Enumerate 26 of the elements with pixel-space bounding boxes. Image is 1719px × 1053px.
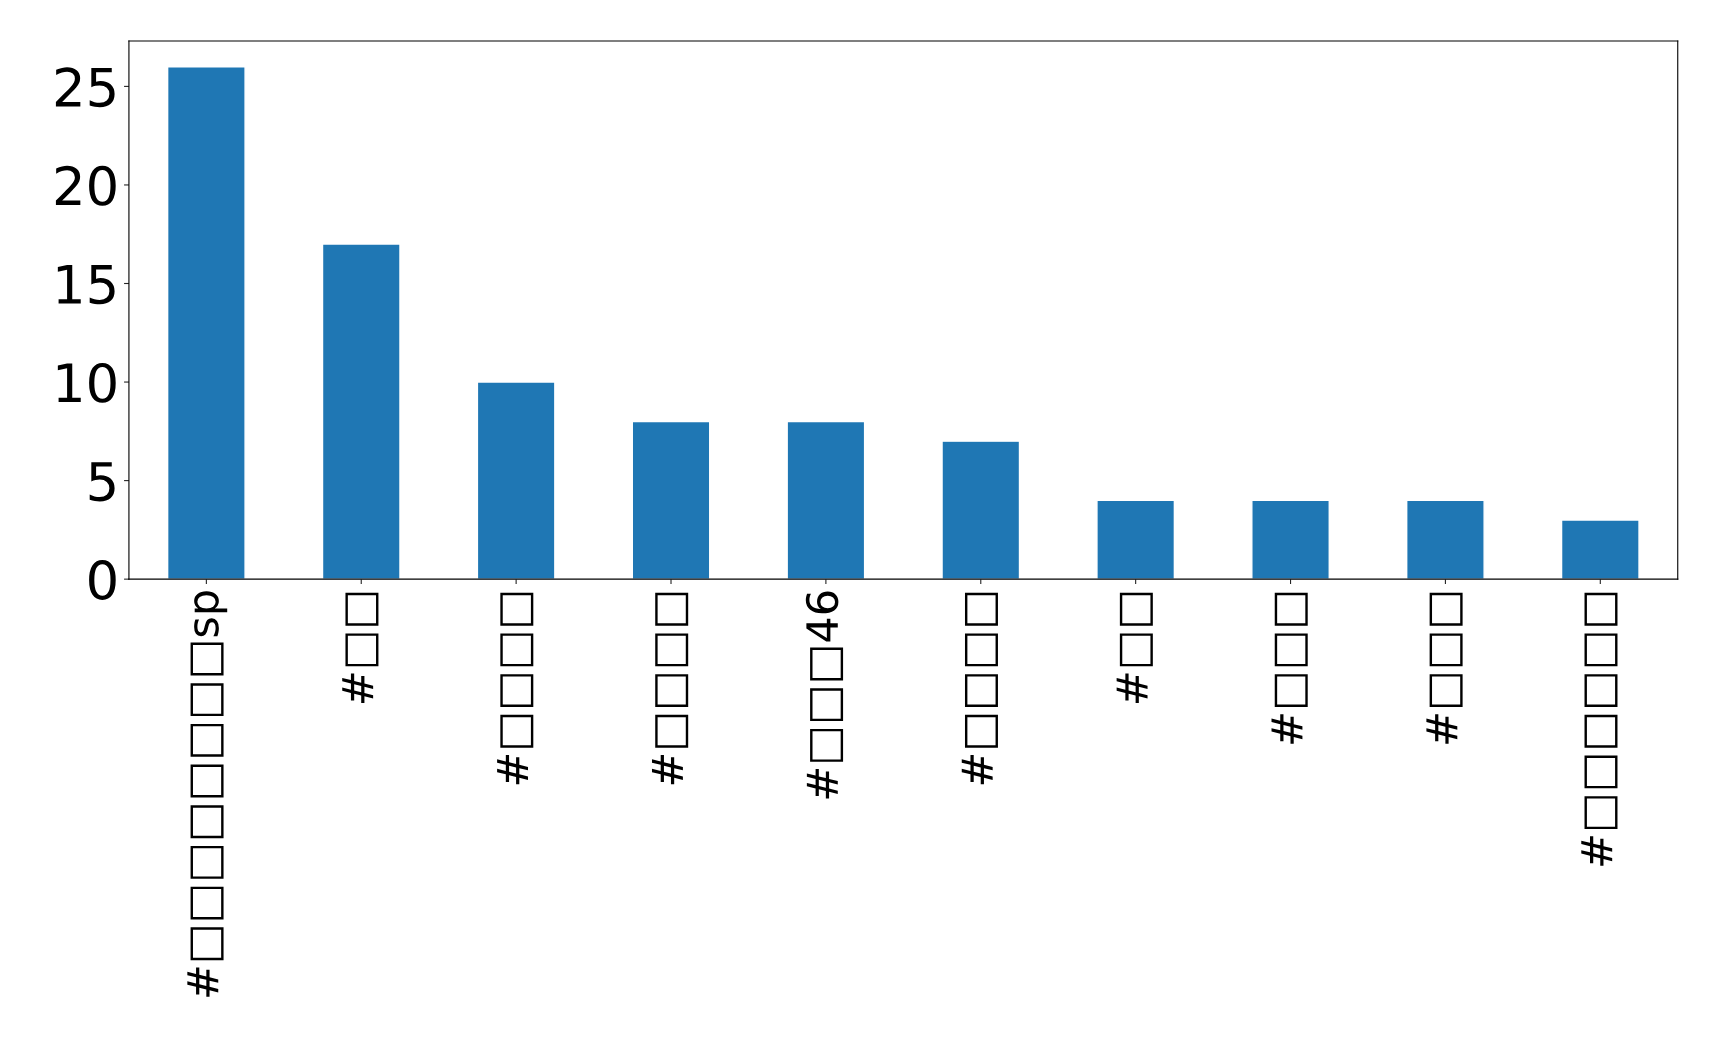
bar bbox=[1251, 499, 1330, 580]
x-tick-label: #□□□□□□ bbox=[1581, 592, 1618, 866]
bar bbox=[321, 243, 401, 580]
x-tick-label: #□□□□ bbox=[651, 592, 689, 785]
bar bbox=[631, 420, 711, 580]
bar bbox=[786, 420, 866, 580]
bar bbox=[941, 440, 1021, 580]
x-tick-label: #□□ bbox=[342, 592, 379, 703]
y-tick-label: 20 bbox=[55, 165, 116, 206]
x-tick-label: #□□□□ bbox=[497, 592, 534, 785]
x-tick-label: #□□□□ bbox=[961, 592, 998, 785]
y-tick-label: 0 bbox=[89, 560, 116, 600]
y-tick-label: 25 bbox=[55, 67, 115, 108]
y-tick-label: 5 bbox=[89, 462, 115, 502]
x-tick-label: #□□□□□□□□sp bbox=[187, 591, 228, 997]
x-tick-label: #□□□ bbox=[1426, 592, 1463, 744]
bar bbox=[1560, 519, 1640, 580]
x-tick-label: #□□□46 bbox=[805, 591, 844, 799]
y-tick-label: 10 bbox=[57, 362, 116, 403]
y-tick-label: 15 bbox=[57, 265, 115, 305]
x-tick-label: #□□ bbox=[1116, 592, 1153, 703]
bar bbox=[166, 65, 246, 580]
x-tick-label: #□□□ bbox=[1271, 592, 1308, 744]
bar bbox=[476, 381, 556, 580]
bar bbox=[1406, 499, 1485, 580]
bar bbox=[1096, 499, 1176, 580]
